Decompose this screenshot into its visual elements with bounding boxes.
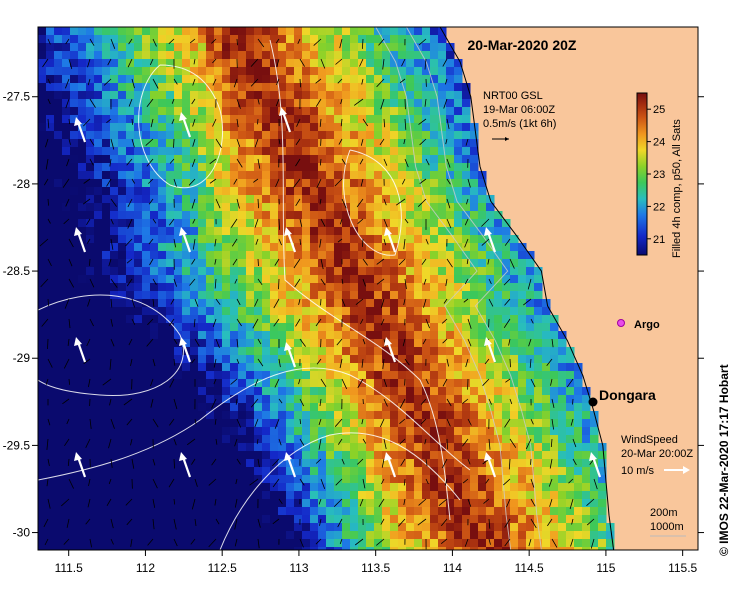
y-tick-label: -28.5 — [3, 264, 31, 278]
wind-legend-time: 20-Mar 20:00Z — [621, 448, 693, 460]
x-tick-label: 111.5 — [55, 561, 84, 575]
colorbar: 25 24 23 22 21 Filled 4h comp, p50, All Sats — [636, 92, 683, 258]
x-tick-label: 113.5 — [361, 561, 390, 575]
x-tick-label: 114.5 — [515, 561, 544, 575]
wind-legend-title: WindSpeed — [621, 434, 678, 446]
colorbar-tick-label: 24 — [653, 137, 665, 149]
credit-text: © IMOS 22-Mar-2020 17:17 Hobart — [717, 364, 731, 556]
wind-legend-scale: 10 m/s — [621, 465, 655, 477]
plot-frame — [37, 26, 699, 551]
wind-arrows — [74, 107, 602, 478]
y-tick-label: -27.5 — [3, 90, 31, 104]
x-tick-label: 114 — [443, 561, 462, 575]
y-tick-label: -29.5 — [3, 438, 31, 452]
map-title: 20-Mar-2020 20Z — [468, 37, 577, 53]
y-tick-label: -30 — [13, 526, 31, 540]
x-tick-label: 115.5 — [668, 561, 697, 575]
y-tick-label: -29 — [13, 351, 31, 365]
wind-legend: WindSpeed 20-Mar 20:00Z 10 m/s — [621, 434, 693, 477]
isobath-legend-200m: 200m — [650, 507, 678, 519]
colorbar-label: Filled 4h comp, p50, All Sats — [671, 119, 683, 258]
y-axis: -27.5 -28 -28.5 -29 -29.5 -30 — [3, 90, 704, 540]
isobath-legend-1000m: 1000m — [650, 521, 684, 533]
x-tick-label: 113 — [289, 561, 308, 575]
argo-float: Argo — [617, 319, 660, 331]
colorbar-tick-label: 23 — [653, 169, 665, 181]
coastline — [439, 27, 615, 550]
current-legend: NRT00 GSL 19-Mar 06:00Z 0.5m/s (1kt 6h) — [483, 90, 556, 141]
isobath-lines — [375, 27, 542, 550]
isobath-legend: 200m 1000m — [650, 507, 686, 537]
sst-contours — [38, 39, 471, 550]
current-legend-source: NRT00 GSL — [483, 90, 543, 102]
wind-scale-arrowhead — [683, 466, 690, 474]
x-tick-label: 112 — [136, 561, 155, 575]
x-tick-label: 112.5 — [208, 561, 237, 575]
colorbar-tick-label: 22 — [653, 201, 665, 213]
y-tick-label: -28 — [13, 177, 31, 191]
colorbar-tick-label: 25 — [653, 104, 665, 116]
argo-label: Argo — [634, 319, 660, 331]
dongara-marker — [588, 397, 598, 407]
dongara-location: Dongara — [588, 387, 656, 407]
current-arrows — [39, 38, 598, 550]
colorbar-tick-label: 21 — [653, 234, 665, 246]
x-axis: 111.5 112 112.5 113 113.5 114 114.5 115 115.5 — [55, 550, 698, 575]
dongara-label: Dongara — [599, 387, 656, 403]
argo-marker — [617, 319, 625, 327]
current-legend-scale: 0.5m/s (1kt 6h) — [483, 118, 556, 130]
current-legend-time: 19-Mar 06:00Z — [483, 104, 555, 116]
map-plot-area — [38, 27, 698, 550]
current-scale-arrowhead — [505, 137, 509, 141]
sst-field — [38, 27, 615, 550]
x-tick-label: 115 — [596, 561, 615, 575]
